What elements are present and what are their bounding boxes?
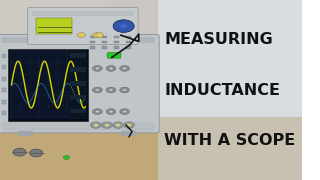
- Circle shape: [109, 89, 113, 91]
- Bar: [102, 36, 108, 38]
- Bar: [90, 46, 95, 49]
- Circle shape: [106, 87, 116, 93]
- Bar: [114, 36, 119, 38]
- Polygon shape: [0, 126, 158, 180]
- Bar: [158, 117, 301, 180]
- Bar: [70, 53, 86, 58]
- Bar: [10, 50, 87, 119]
- Bar: [8, 49, 88, 121]
- Bar: [70, 95, 86, 100]
- Bar: [0, 0, 111, 81]
- Circle shape: [109, 111, 113, 112]
- Bar: [69, 50, 87, 119]
- Circle shape: [113, 122, 124, 128]
- Circle shape: [13, 148, 26, 156]
- Circle shape: [120, 109, 129, 114]
- Circle shape: [120, 66, 129, 71]
- Circle shape: [96, 33, 103, 37]
- Bar: [158, 0, 301, 180]
- Circle shape: [120, 87, 129, 93]
- Bar: [2, 100, 6, 104]
- Bar: [32, 11, 134, 16]
- Circle shape: [123, 68, 126, 69]
- Circle shape: [106, 109, 116, 114]
- Bar: [18, 130, 33, 136]
- Circle shape: [92, 87, 102, 93]
- Circle shape: [77, 33, 85, 37]
- Bar: [121, 130, 136, 136]
- Circle shape: [92, 109, 102, 114]
- Bar: [70, 109, 86, 113]
- Bar: [2, 88, 6, 92]
- Circle shape: [124, 122, 134, 128]
- Circle shape: [123, 111, 126, 112]
- Bar: [36, 18, 72, 34]
- Bar: [102, 41, 108, 43]
- Bar: [114, 41, 119, 43]
- FancyBboxPatch shape: [0, 35, 159, 133]
- Bar: [70, 81, 86, 86]
- Circle shape: [101, 122, 112, 128]
- Bar: [2, 37, 155, 43]
- Bar: [70, 67, 86, 72]
- Bar: [0, 0, 158, 180]
- Text: MEASURING: MEASURING: [164, 32, 273, 47]
- Bar: [114, 46, 119, 49]
- Circle shape: [105, 124, 109, 127]
- Circle shape: [92, 66, 102, 71]
- Text: INDUCTANCE: INDUCTANCE: [164, 82, 280, 98]
- Circle shape: [91, 122, 101, 128]
- Circle shape: [113, 20, 134, 32]
- Circle shape: [127, 124, 132, 127]
- Circle shape: [120, 24, 127, 28]
- Circle shape: [63, 156, 69, 159]
- FancyBboxPatch shape: [28, 8, 138, 45]
- FancyBboxPatch shape: [107, 53, 121, 58]
- Circle shape: [106, 66, 116, 71]
- Text: WITH A SCOPE: WITH A SCOPE: [164, 133, 296, 148]
- Circle shape: [96, 111, 99, 112]
- Bar: [126, 46, 132, 49]
- Circle shape: [29, 149, 43, 157]
- Bar: [2, 65, 6, 69]
- Circle shape: [123, 89, 126, 91]
- Bar: [90, 36, 95, 38]
- Bar: [2, 122, 155, 131]
- Circle shape: [109, 68, 113, 69]
- Circle shape: [116, 124, 120, 127]
- Circle shape: [93, 124, 98, 127]
- Bar: [2, 77, 6, 81]
- Bar: [2, 111, 6, 115]
- Bar: [102, 46, 108, 49]
- Bar: [90, 41, 95, 43]
- Circle shape: [92, 33, 100, 37]
- Bar: [2, 54, 6, 58]
- Bar: [126, 36, 132, 38]
- Circle shape: [96, 68, 99, 69]
- Bar: [126, 41, 132, 43]
- Circle shape: [96, 89, 99, 91]
